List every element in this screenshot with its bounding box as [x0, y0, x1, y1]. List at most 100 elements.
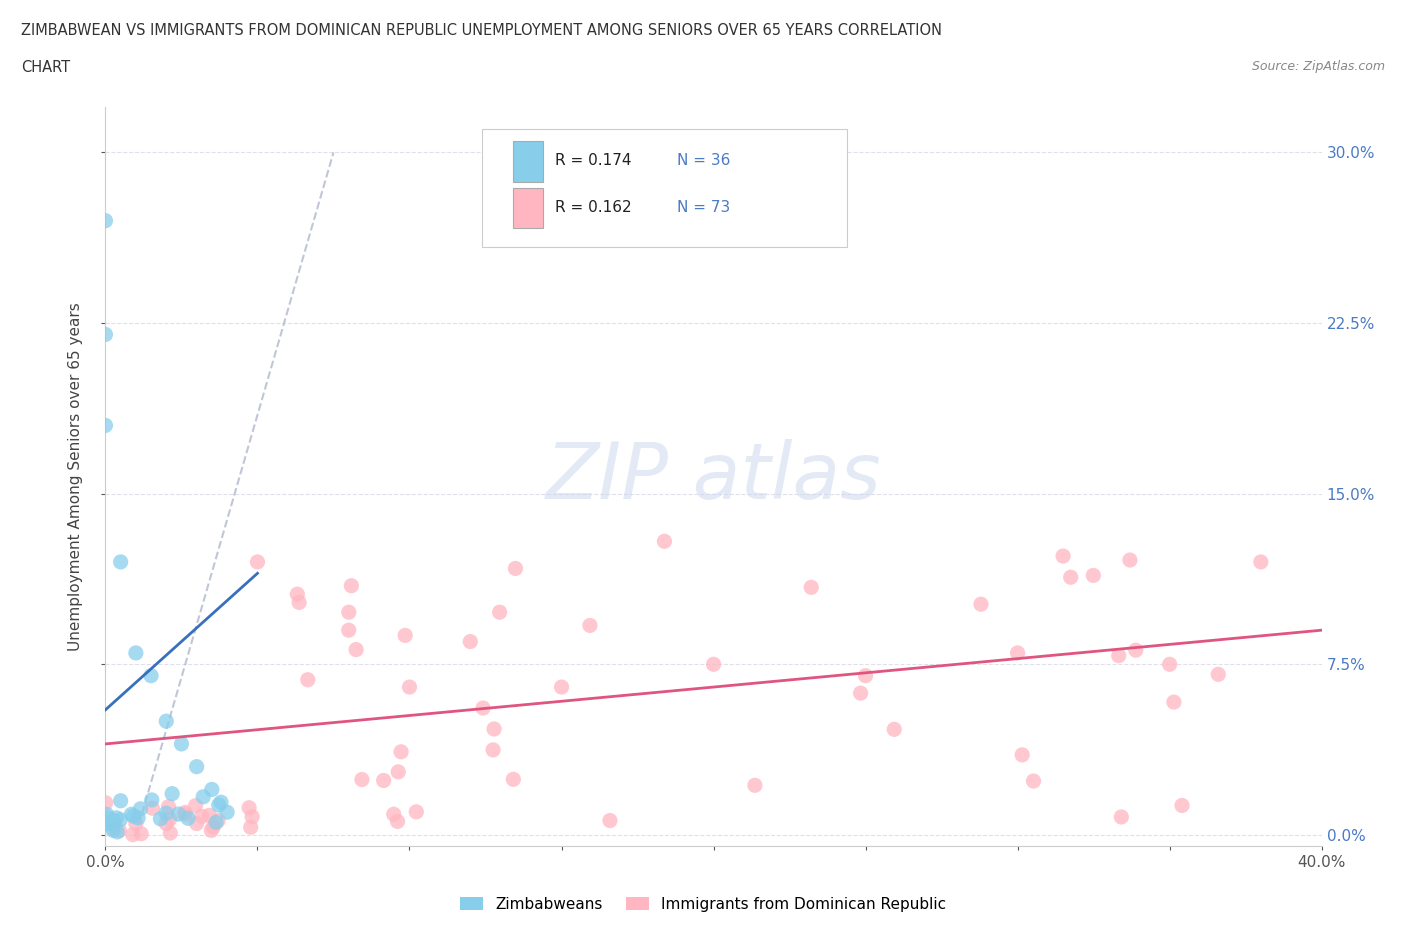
Point [141, 792, 163, 807]
Point [105, 810, 128, 825]
Point [472, 700, 495, 715]
Point [103, 822, 125, 837]
Text: N = 73: N = 73 [678, 200, 730, 215]
Point [157, 799, 180, 814]
Point [207, 813, 229, 828]
Text: CHART: CHART [21, 60, 70, 75]
Point [1119, 552, 1142, 567]
Point [1083, 568, 1105, 583]
FancyBboxPatch shape [513, 188, 543, 228]
Point [344, 642, 367, 657]
Legend: Zimbabweans, Immigrants from Dominican Republic: Zimbabweans, Immigrants from Dominican R… [454, 890, 952, 918]
Point [654, 534, 676, 549]
Text: R = 0.174: R = 0.174 [555, 153, 631, 168]
Text: Source: ZipAtlas.com: Source: ZipAtlas.com [1251, 60, 1385, 73]
Point [337, 623, 360, 638]
Point [209, 795, 232, 810]
Point [1011, 748, 1033, 763]
Point [186, 817, 208, 831]
Point [129, 802, 152, 817]
Point [108, 823, 131, 838]
Point [387, 814, 409, 829]
Point [1171, 798, 1194, 813]
Point [101, 816, 124, 830]
Point [159, 826, 181, 841]
Point [389, 744, 412, 759]
Point [141, 801, 163, 816]
Point [970, 597, 993, 612]
Point [201, 782, 224, 797]
Text: ZIP atlas: ZIP atlas [546, 439, 882, 514]
Point [110, 793, 132, 808]
Point [155, 805, 177, 820]
Point [599, 813, 621, 828]
Point [1159, 657, 1181, 671]
Point [110, 554, 132, 569]
Point [398, 680, 420, 695]
Point [482, 742, 505, 757]
Point [186, 759, 208, 774]
Point [184, 798, 207, 813]
Point [405, 804, 427, 819]
Point [202, 819, 225, 834]
Point [96, 807, 118, 822]
Point [502, 772, 524, 787]
Point [240, 809, 263, 824]
Point [170, 737, 193, 751]
Point [105, 825, 128, 840]
Point [94, 327, 117, 342]
Point [550, 680, 572, 695]
Point [238, 801, 260, 816]
Point [122, 809, 145, 824]
Point [94, 213, 117, 228]
Point [387, 764, 409, 779]
Point [155, 713, 177, 728]
Point [1007, 645, 1029, 660]
Point [149, 812, 172, 827]
Point [1052, 549, 1074, 564]
Point [96, 817, 118, 831]
Point [129, 827, 152, 842]
Point [208, 798, 231, 813]
Point [198, 808, 221, 823]
Point [1125, 643, 1147, 658]
Point [505, 561, 527, 576]
Point [101, 823, 124, 838]
Point [800, 580, 823, 595]
Point [155, 817, 177, 831]
Point [849, 685, 872, 700]
Point [246, 554, 269, 569]
Point [488, 604, 510, 619]
Point [1060, 570, 1083, 585]
Point [174, 805, 197, 820]
Y-axis label: Unemployment Among Seniors over 65 years: Unemployment Among Seniors over 65 years [67, 302, 83, 651]
Point [120, 807, 142, 822]
Point [340, 578, 363, 593]
Point [297, 672, 319, 687]
Point [103, 813, 125, 828]
Point [288, 595, 311, 610]
Point [110, 812, 132, 827]
Point [139, 669, 162, 684]
Point [1022, 774, 1045, 789]
Point [744, 777, 766, 792]
Point [482, 722, 505, 737]
Text: R = 0.162: R = 0.162 [555, 200, 633, 215]
Point [239, 820, 262, 835]
Point [373, 773, 395, 788]
Point [167, 806, 190, 821]
Point [160, 786, 183, 801]
Point [174, 806, 197, 821]
Point [205, 815, 228, 830]
Point [1206, 667, 1229, 682]
Point [579, 618, 602, 633]
Point [125, 645, 148, 660]
Point [159, 812, 181, 827]
Point [177, 811, 200, 826]
Point [191, 809, 214, 824]
Point [350, 772, 373, 787]
Point [458, 634, 481, 649]
Point [217, 804, 239, 819]
Point [125, 817, 148, 831]
Point [337, 604, 360, 619]
